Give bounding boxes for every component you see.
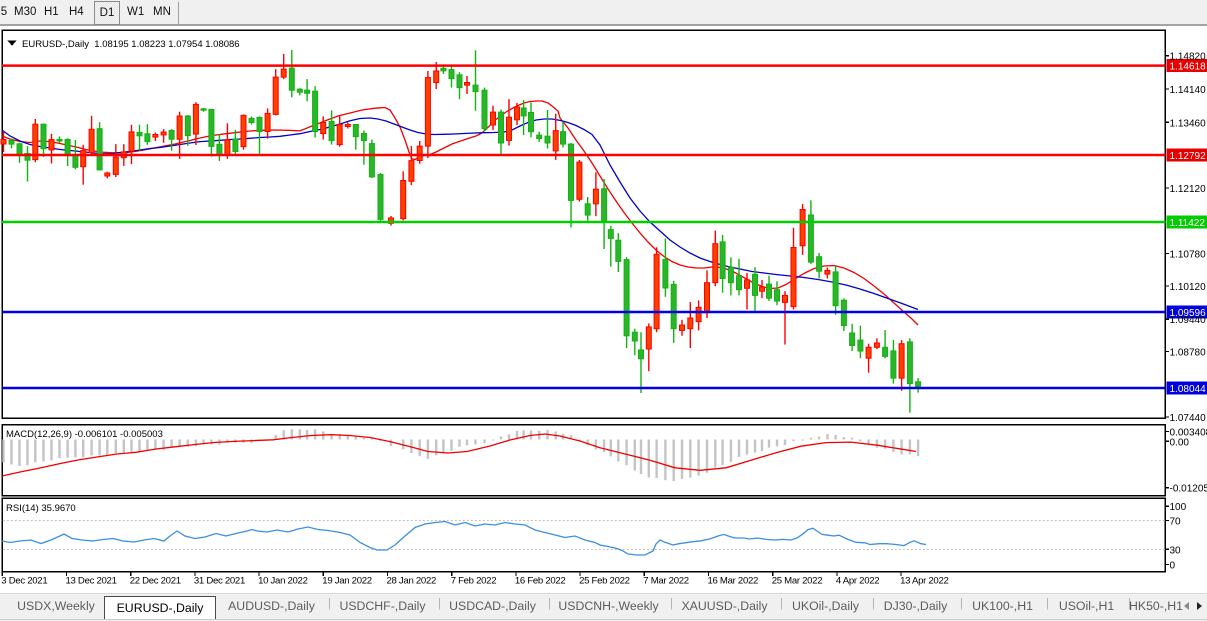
svg-text:28 Jan 2022: 28 Jan 2022	[387, 576, 437, 587]
svg-text:4 Apr 2022: 4 Apr 2022	[836, 576, 879, 587]
svg-text:1.12792: 1.12792	[1170, 151, 1207, 162]
svg-text:1.11422: 1.11422	[1170, 218, 1206, 229]
svg-text:1.14820: 1.14820	[1170, 52, 1207, 63]
svg-text:0: 0	[1170, 561, 1176, 572]
svg-text:0.00: 0.00	[1170, 437, 1190, 448]
svg-text:3 Dec 2021: 3 Dec 2021	[1, 576, 47, 587]
svg-text:MACD(12,26,9) -0.006101 -0.005: MACD(12,26,9) -0.006101 -0.005003	[6, 429, 163, 440]
svg-text:13 Dec 2021: 13 Dec 2021	[66, 576, 117, 587]
svg-text:1.10780: 1.10780	[1170, 250, 1207, 261]
svg-text:31 Dec 2021: 31 Dec 2021	[194, 576, 245, 587]
svg-text:1.09440: 1.09440	[1170, 315, 1207, 326]
svg-text:22 Dec 2021: 22 Dec 2021	[130, 576, 181, 587]
svg-text:10 Jan 2022: 10 Jan 2022	[258, 576, 308, 587]
svg-text:7 Feb 2022: 7 Feb 2022	[451, 576, 497, 587]
svg-text:-0.012058: -0.012058	[1170, 484, 1207, 495]
svg-text:EURUSD-,Daily 1.08195 1.08223: EURUSD-,Daily 1.08195 1.08223 1.07954 1.…	[22, 39, 240, 50]
svg-text:1.10120: 1.10120	[1170, 282, 1207, 293]
svg-text:1.12120: 1.12120	[1170, 184, 1207, 195]
svg-text:7 Mar 2022: 7 Mar 2022	[643, 576, 689, 587]
svg-text:16 Feb 2022: 16 Feb 2022	[515, 576, 566, 587]
svg-text:1.09596: 1.09596	[1170, 308, 1207, 319]
svg-text:1.14140: 1.14140	[1170, 85, 1207, 96]
svg-text:1.14618: 1.14618	[1170, 62, 1207, 73]
svg-text:30: 30	[1170, 545, 1182, 556]
svg-text:19 Jan 2022: 19 Jan 2022	[322, 576, 372, 587]
svg-text:1.07440: 1.07440	[1170, 413, 1207, 424]
svg-text:100: 100	[1170, 502, 1187, 513]
svg-text:1.08044: 1.08044	[1170, 384, 1207, 395]
svg-text:70: 70	[1170, 516, 1182, 527]
svg-text:16 Mar 2022: 16 Mar 2022	[708, 576, 759, 587]
svg-text:1.13460: 1.13460	[1170, 118, 1207, 129]
svg-text:25 Feb 2022: 25 Feb 2022	[579, 576, 630, 587]
svg-text:13 Apr 2022: 13 Apr 2022	[900, 576, 948, 587]
svg-text:1.08780: 1.08780	[1170, 348, 1207, 359]
svg-text:RSI(14) 35.9670: RSI(14) 35.9670	[6, 503, 76, 514]
svg-text:25 Mar 2022: 25 Mar 2022	[772, 576, 823, 587]
svg-text:0.003408: 0.003408	[1170, 428, 1207, 439]
